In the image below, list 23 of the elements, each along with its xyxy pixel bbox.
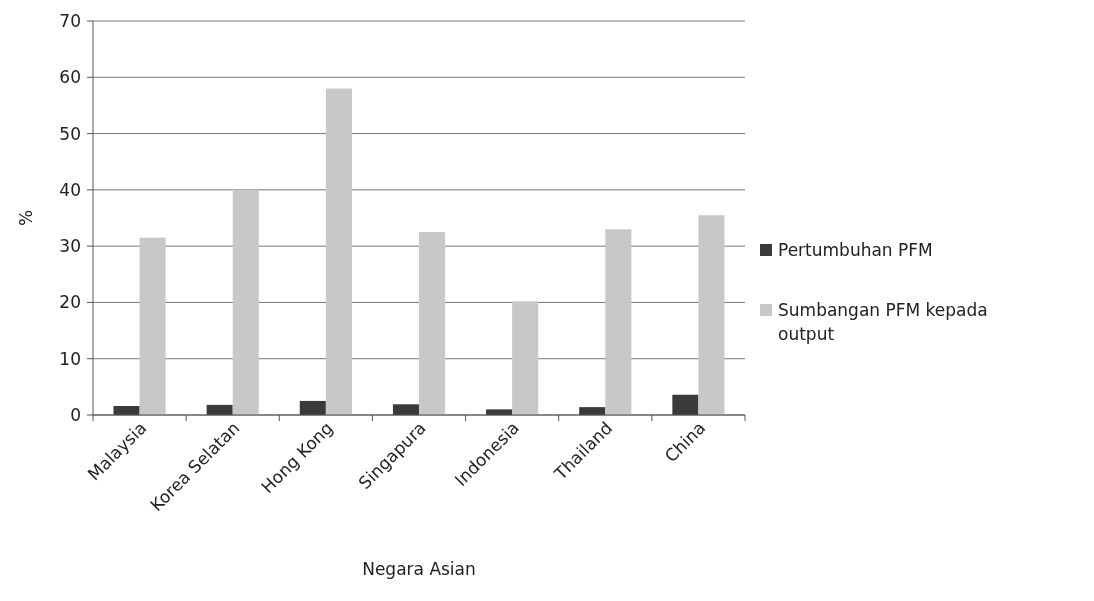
bar [392, 404, 419, 415]
bar [299, 400, 326, 415]
y-axis-title: % [16, 209, 36, 227]
legend-label: Pertumbuhan PFM [778, 239, 933, 260]
bar [232, 189, 259, 415]
y-tick-label: 60 [59, 67, 81, 88]
y-tick-label: 0 [70, 404, 81, 425]
y-tick-label: 40 [59, 179, 81, 200]
y-tick-label: 50 [59, 123, 81, 144]
bar [419, 232, 446, 415]
bar [698, 215, 725, 415]
y-tick-label: 70 [59, 10, 81, 31]
bar [139, 237, 166, 415]
bar [113, 405, 140, 415]
bar [605, 229, 632, 415]
bar [325, 88, 352, 415]
y-tick-label: 20 [59, 292, 81, 313]
y-tick-label: 30 [59, 236, 81, 257]
x-axis-title: Negara Asian [362, 559, 476, 579]
bar [672, 394, 699, 415]
y-tick-label: 10 [59, 348, 81, 369]
bar [512, 301, 539, 415]
legend-label: Sumbangan PFM kepada output [778, 299, 988, 344]
